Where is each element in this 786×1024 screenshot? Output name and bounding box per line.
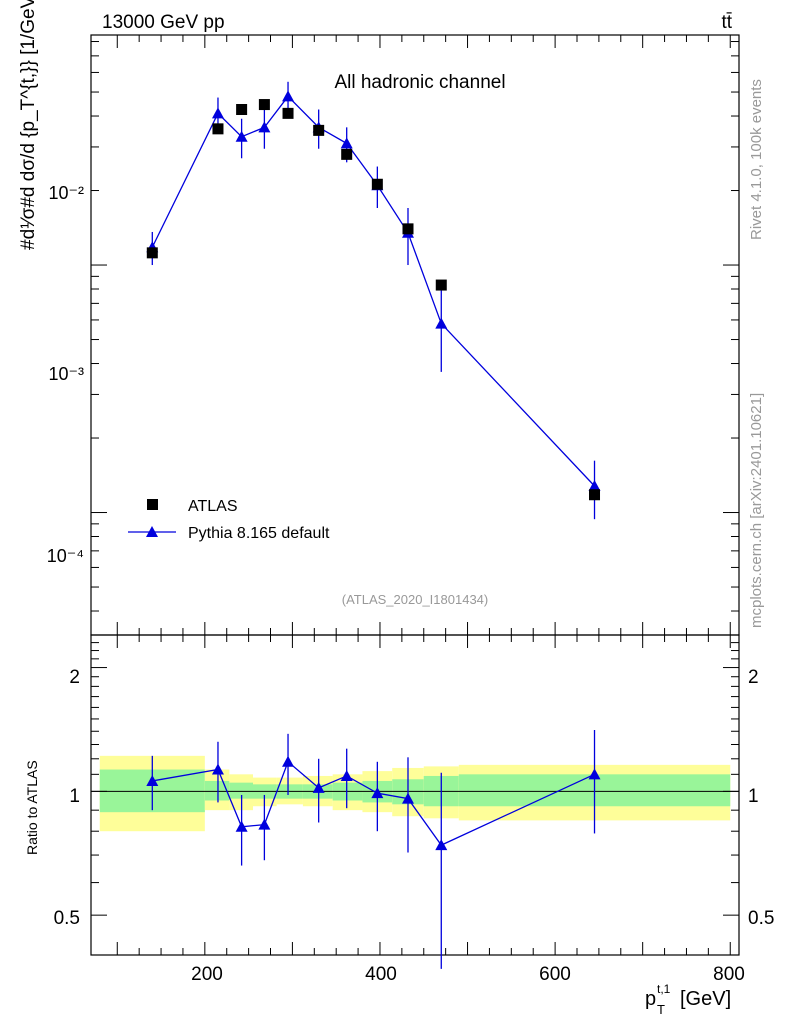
mc-point-ratio-1 [211, 763, 224, 775]
x-tick-label-600: 600 [539, 964, 571, 985]
mc-point-ratio-3 [258, 818, 271, 830]
x-axis-label-sup: t,1 [657, 982, 671, 996]
mc-point-ratio-2 [235, 820, 248, 832]
process-label: tt̄ [721, 12, 732, 33]
mc-series-ratio [146, 729, 601, 969]
x-axis-label-sub: T [657, 1002, 665, 1017]
mc-point-main-3 [258, 121, 271, 133]
mc-point-ratio-6 [340, 769, 353, 781]
data-series-main [146, 99, 601, 501]
data-point-7 [371, 178, 383, 190]
energy-label: 13000 GeV pp [102, 12, 225, 33]
mc-point-main-4 [282, 90, 295, 102]
ratio-tick-label-2-left: 2 [69, 667, 80, 688]
data-point-0 [146, 247, 158, 259]
mc-point-ratio-10 [588, 768, 601, 780]
legend-mc-marker [146, 526, 158, 537]
y-tick-label-1e-3: 10⁻³ [48, 364, 84, 384]
data-point-6 [341, 148, 353, 160]
rivet-label: Rivet 4.1.0, 100k events [748, 79, 765, 240]
mc-line-main [151, 95, 595, 487]
mc-point-main-6 [340, 137, 353, 149]
data-point-9 [435, 279, 447, 291]
ratio-tick-label-2-right: 2 [748, 667, 759, 688]
source-label: mcplots.cern.ch [arXiv:2401.10621] [748, 393, 765, 628]
ratio-uncertainty-bands [99, 755, 731, 832]
data-point-8 [402, 223, 414, 235]
mc-point-ratio-5 [312, 781, 325, 793]
mc-point-ratio-7 [371, 787, 384, 799]
legend: ATLAS Pythia 8.165 default [128, 498, 330, 542]
mc-point-ratio-4 [282, 755, 295, 767]
data-point-4 [282, 107, 294, 119]
x-axis-label-main: p [645, 988, 656, 1010]
data-point-5 [313, 124, 325, 136]
x-axis-label-unit: [GeV] [680, 988, 731, 1010]
mc-point-ratio-0 [146, 774, 159, 786]
legend-mc-label: Pythia 8.165 default [188, 525, 330, 542]
data-point-1 [212, 123, 224, 135]
main-panel-frame [90, 34, 740, 636]
y-tick-label-1e-4: 10⁻⁴ [47, 546, 84, 566]
band-inner-2 [229, 782, 253, 799]
y-axis-label-ratio: Ratio to ATLAS [24, 760, 40, 855]
y-tick-label-1e-2: 10⁻² [48, 183, 84, 203]
analysis-label: (ATLAS_2020_I1801434) [342, 592, 488, 607]
x-axis-label: p T t,1 [GeV] [645, 982, 731, 1017]
ratio-tick-label-1-right: 1 [748, 786, 759, 807]
mc-point-ratio-9 [435, 839, 448, 851]
data-point-2 [236, 104, 248, 116]
data-point-3 [258, 99, 270, 111]
ratio-tick-label-0.5-right: 0.5 [748, 908, 774, 929]
band-inner-1 [204, 780, 230, 801]
ratio-tick-label-0.5-left: 0.5 [54, 908, 80, 929]
legend-data-label: ATLAS [188, 498, 238, 515]
channel-label: All hadronic channel [334, 72, 505, 93]
x-tick-label-800: 800 [713, 964, 745, 985]
mc-point-main-2 [235, 130, 248, 142]
y-axis-label-main: #d¹⁄σ#d dσ/d {p_T^{t,}} [1/GeV] [18, 0, 39, 250]
legend-data-marker [147, 499, 158, 510]
mc-point-ratio-8 [401, 792, 414, 804]
x-tick-label-200: 200 [191, 964, 223, 985]
mc-point-main-9 [435, 317, 448, 329]
ratio-panel-frame [90, 634, 740, 956]
x-tick-label-400: 400 [365, 964, 397, 985]
mc-series-main [146, 81, 601, 520]
mc-point-main-10 [588, 479, 601, 491]
ratio-tick-label-1-left: 1 [69, 786, 80, 807]
mc-point-main-1 [211, 107, 224, 119]
data-point-10 [589, 489, 601, 501]
axis-ticks [91, 35, 739, 955]
